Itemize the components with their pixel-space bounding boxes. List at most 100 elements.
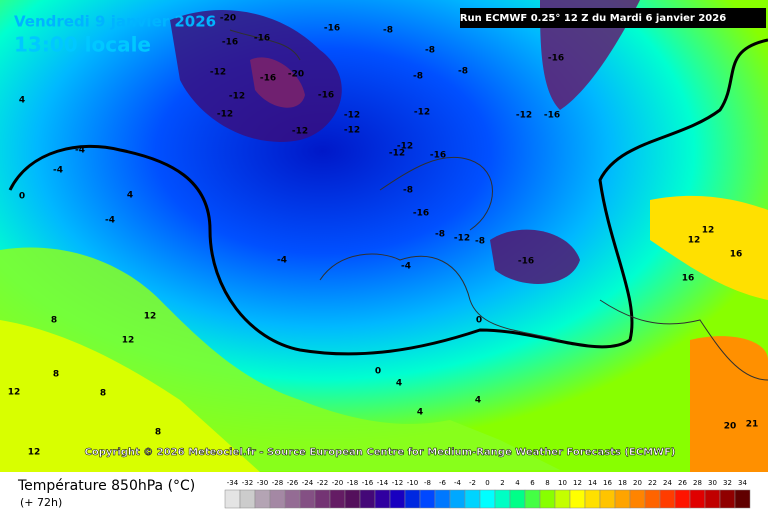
legend-swatch <box>344 489 361 509</box>
warm-area <box>650 195 768 300</box>
contour-label: -12 <box>217 110 233 120</box>
warm-area <box>690 336 768 472</box>
legend-label: 10 <box>558 479 567 487</box>
legend-label: -8 <box>424 479 431 487</box>
legend-swatch <box>554 489 571 509</box>
legend-swatch <box>359 489 376 509</box>
legend-swatch <box>629 489 646 509</box>
legend-label: -14 <box>377 479 389 487</box>
contour-label: 4 <box>19 96 25 106</box>
contour-label: 12 <box>122 336 135 346</box>
legend-swatch <box>659 489 676 509</box>
run-info: Run ECMWF 0.25° 12 Z du Mardi 6 janvier … <box>460 13 726 24</box>
contour-label: -8 <box>403 186 413 196</box>
legend-label: 18 <box>618 479 627 487</box>
contour-label: 8 <box>53 370 59 380</box>
contour-label: 0 <box>19 192 25 202</box>
legend-swatch <box>479 489 496 509</box>
legend-label: -16 <box>362 479 374 487</box>
contour-label: 8 <box>100 389 106 399</box>
legend-swatch <box>569 489 586 509</box>
contour-label: -12 <box>397 142 413 152</box>
copyright: Copyright © 2026 Meteociel.fr - Source E… <box>85 447 676 458</box>
legend-swatch <box>704 489 721 509</box>
legend-swatch <box>434 489 451 509</box>
legend-label: 26 <box>678 479 687 487</box>
contour-label: -16 <box>544 111 560 121</box>
legend-label: 20 <box>633 479 642 487</box>
contour-label: 4 <box>475 396 481 406</box>
legend-label: -30 <box>257 479 268 487</box>
footer-title: Température 850hPa (°C) <box>17 478 195 494</box>
contour-label: 4 <box>396 379 402 389</box>
contour-label: -8 <box>475 237 485 247</box>
legend-label: -26 <box>287 479 299 487</box>
contour-label: -4 <box>105 216 115 226</box>
legend-label: -18 <box>347 479 358 487</box>
legend-label: 6 <box>530 479 535 487</box>
contour-label: -12 <box>210 68 226 78</box>
legend-label: 24 <box>663 479 672 487</box>
legend-label: 30 <box>708 479 717 487</box>
legend-swatch <box>284 489 301 509</box>
legend-swatch <box>509 489 526 509</box>
contour-label: 12 <box>144 312 157 322</box>
cold-core <box>490 229 580 284</box>
contour-label: -16 <box>413 209 429 219</box>
contour-label: -20 <box>220 14 236 24</box>
legend-swatch <box>449 489 466 509</box>
legend-label: -22 <box>317 479 328 487</box>
contour-label: 4 <box>417 408 423 418</box>
contour-label: -12 <box>229 92 245 102</box>
contour-label: -4 <box>401 262 411 272</box>
contour-label: 0 <box>375 367 381 377</box>
legend-label: 22 <box>648 479 657 487</box>
run-box <box>460 8 766 28</box>
legend-swatch <box>239 489 256 509</box>
legend-label: 2 <box>500 479 504 487</box>
coastline <box>229 29 768 381</box>
contour-label: -12 <box>414 108 430 118</box>
legend-label: 14 <box>588 479 597 487</box>
contour-label: -16 <box>430 151 446 161</box>
contour-label: -16 <box>254 34 270 44</box>
contour-label: 21 <box>746 420 759 430</box>
contour-label: -12 <box>344 126 360 136</box>
legend-swatch <box>299 489 316 509</box>
contour-label: 16 <box>730 250 743 260</box>
legend-swatch <box>524 489 541 509</box>
contour-label: -16 <box>222 38 238 48</box>
contour-label: 20 <box>724 422 737 432</box>
contour-label: -12 <box>344 111 360 121</box>
contour-label: -8 <box>435 230 445 240</box>
legend-label: 28 <box>693 479 702 487</box>
contour-label: -12 <box>389 149 405 159</box>
legend-label: -24 <box>302 479 314 487</box>
contour-label: -8 <box>425 46 435 56</box>
legend-swatch <box>614 489 631 509</box>
legend-swatch <box>494 489 511 509</box>
warm-area <box>0 320 260 472</box>
contour-label: -12 <box>454 234 470 244</box>
legend-label: -10 <box>407 479 418 487</box>
legend-swatch <box>464 489 481 509</box>
legend-label: 4 <box>515 479 520 487</box>
contour-label: 8 <box>51 316 57 326</box>
legend-swatch <box>404 489 421 509</box>
legend-label: 12 <box>573 479 582 487</box>
legend-swatch <box>389 489 406 509</box>
contour-label: -4 <box>277 256 287 266</box>
legend-label: -28 <box>272 479 283 487</box>
legend-swatch <box>644 489 661 509</box>
contour-label: 8 <box>155 428 161 438</box>
contour-label: -4 <box>53 166 63 176</box>
legend-label: -32 <box>242 479 253 487</box>
legend-label: -20 <box>332 479 343 487</box>
contour-label: 12 <box>688 236 701 246</box>
legend-swatch <box>254 489 271 509</box>
legend-swatch <box>419 489 436 509</box>
legend-swatch <box>374 489 391 509</box>
cold-core <box>250 57 305 108</box>
